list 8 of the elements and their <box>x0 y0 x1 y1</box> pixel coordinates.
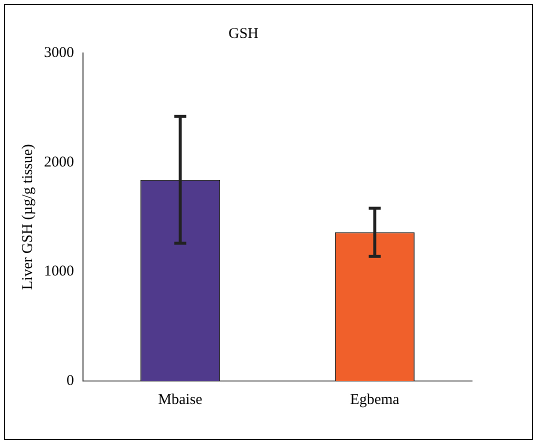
y-tick-label: 2000 <box>44 154 74 170</box>
y-tick-label: 3000 <box>44 44 74 61</box>
y-tick-label: 1000 <box>44 264 74 280</box>
x-tick-label: Egbema <box>350 392 400 408</box>
y-axis-title: Liver GSH (µg/g tissue) <box>20 144 36 290</box>
x-tick-label: Mbaise <box>158 392 203 408</box>
y-tick-label: 0 <box>66 372 74 389</box>
chart-title: GSH <box>228 26 259 42</box>
